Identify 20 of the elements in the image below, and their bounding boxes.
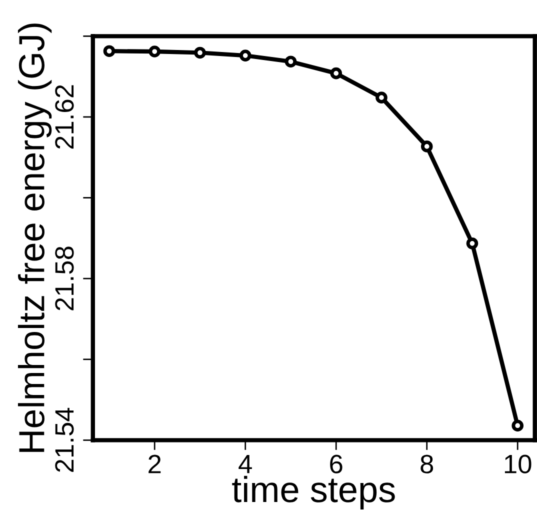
- point: [103, 45, 116, 58]
- y-axis-title: Helmholtz free energy (GJ): [18, 24, 52, 452]
- x-tick-label: 10: [504, 454, 532, 474]
- point: [194, 46, 206, 59]
- point: [420, 140, 433, 152]
- x-axis-title: time steps: [232, 476, 395, 510]
- y-tick-label: 21.58: [55, 246, 74, 310]
- x-tick-label: 8: [420, 454, 434, 474]
- point: [239, 50, 252, 62]
- point: [376, 92, 388, 104]
- point: [284, 56, 297, 68]
- y-tick-label: 21.54: [55, 408, 74, 472]
- x-tick-label: 6: [330, 454, 342, 474]
- point: [466, 238, 478, 250]
- x-tick-label: 4: [238, 455, 252, 474]
- point: [512, 420, 524, 432]
- x-tick-label: 2: [148, 454, 161, 474]
- point: [330, 67, 342, 80]
- point: [148, 46, 161, 58]
- y-tick-label: 21.62: [55, 85, 74, 149]
